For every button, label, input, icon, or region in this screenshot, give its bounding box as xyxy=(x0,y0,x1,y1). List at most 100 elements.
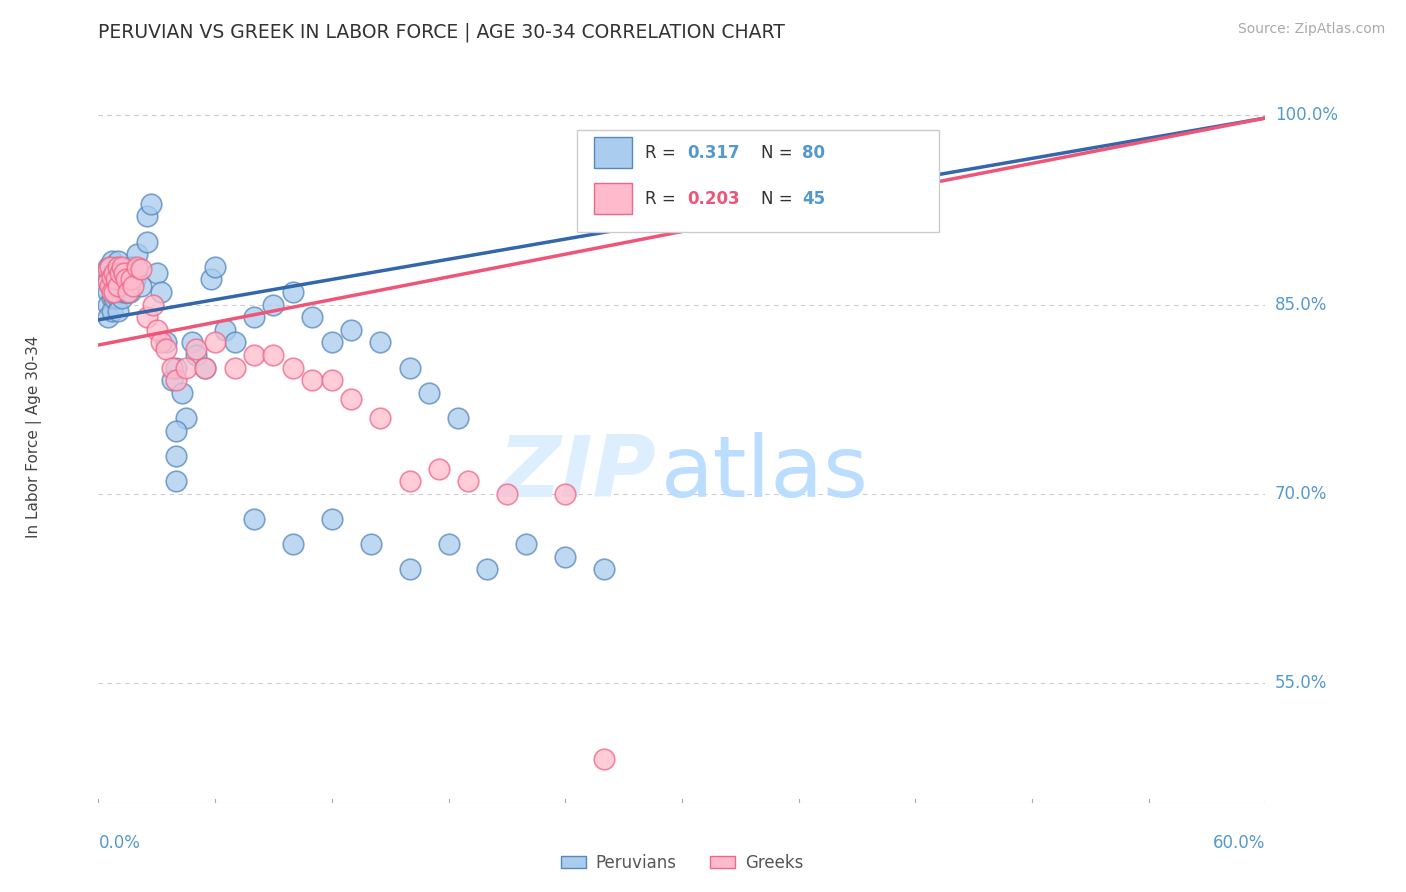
Point xyxy=(98,278,121,293)
Text: R =: R = xyxy=(644,144,681,161)
Point xyxy=(122,260,145,274)
Point xyxy=(114,285,136,299)
Point xyxy=(97,310,120,325)
Point xyxy=(593,562,616,576)
Text: R =: R = xyxy=(644,190,681,208)
Point xyxy=(174,411,197,425)
Point xyxy=(149,285,172,299)
Point xyxy=(127,262,149,277)
Point xyxy=(180,335,202,350)
Point xyxy=(204,335,226,350)
Point xyxy=(165,474,187,488)
Point xyxy=(97,272,120,286)
Point xyxy=(112,266,135,280)
Point xyxy=(117,285,139,299)
Point xyxy=(117,285,139,299)
Point xyxy=(103,266,125,280)
Point xyxy=(301,373,323,387)
Point xyxy=(155,342,177,356)
Point xyxy=(107,291,129,305)
Text: 60.0%: 60.0% xyxy=(1213,834,1265,853)
Point xyxy=(127,247,149,261)
Point xyxy=(112,285,135,299)
Point xyxy=(121,272,143,286)
Point xyxy=(104,260,127,274)
Point xyxy=(457,474,479,488)
Point xyxy=(108,272,131,286)
Point xyxy=(398,474,420,488)
Point xyxy=(224,360,246,375)
Point xyxy=(97,275,120,289)
Point xyxy=(281,537,304,551)
Point xyxy=(107,278,129,293)
Point xyxy=(114,272,136,286)
Point xyxy=(108,285,131,299)
Legend: Peruvians, Greeks: Peruvians, Greeks xyxy=(554,847,810,879)
Point xyxy=(107,278,129,293)
Point xyxy=(398,562,420,576)
Point xyxy=(281,360,304,375)
Point xyxy=(101,285,124,299)
Text: ZIP: ZIP xyxy=(499,432,657,516)
Text: In Labor Force | Age 30-34: In Labor Force | Age 30-34 xyxy=(27,335,42,539)
Point xyxy=(184,342,207,356)
Text: 85.0%: 85.0% xyxy=(1275,295,1327,314)
Text: 100.0%: 100.0% xyxy=(1275,106,1339,125)
Point xyxy=(108,266,131,280)
Point xyxy=(97,260,120,274)
Point xyxy=(170,386,193,401)
Point xyxy=(118,260,141,274)
Point xyxy=(111,266,134,280)
Point xyxy=(142,298,165,312)
Point xyxy=(447,411,470,425)
Point xyxy=(184,348,207,362)
Point xyxy=(437,537,460,551)
Point xyxy=(360,537,382,551)
Text: 0.0%: 0.0% xyxy=(98,834,141,853)
Point xyxy=(243,310,266,325)
Point xyxy=(340,323,363,337)
Point xyxy=(281,285,304,299)
Point xyxy=(214,323,236,337)
Point xyxy=(107,266,129,280)
Point xyxy=(418,386,440,401)
Point xyxy=(194,360,217,375)
Point xyxy=(139,196,162,211)
Point xyxy=(111,278,134,293)
Point xyxy=(149,335,172,350)
Point xyxy=(496,487,519,501)
Point xyxy=(554,549,576,564)
Point xyxy=(262,348,284,362)
Point xyxy=(155,335,177,350)
Point xyxy=(104,272,127,286)
Text: N =: N = xyxy=(761,144,799,161)
Point xyxy=(165,424,187,438)
Point xyxy=(224,335,246,350)
Point xyxy=(162,373,184,387)
Text: Source: ZipAtlas.com: Source: ZipAtlas.com xyxy=(1237,22,1385,37)
Point xyxy=(477,562,499,576)
Point xyxy=(97,298,120,312)
Point xyxy=(129,262,152,277)
Point xyxy=(427,461,450,475)
Point xyxy=(593,752,616,766)
Text: atlas: atlas xyxy=(661,432,869,516)
Point xyxy=(340,392,363,407)
Point xyxy=(162,360,184,375)
Text: 0.317: 0.317 xyxy=(688,144,741,161)
Point xyxy=(262,298,284,312)
Point xyxy=(117,272,139,286)
Point xyxy=(122,278,145,293)
Point xyxy=(101,304,124,318)
Point xyxy=(243,348,266,362)
Point xyxy=(398,360,420,375)
Point xyxy=(101,253,124,268)
Point xyxy=(204,260,226,274)
Point xyxy=(101,291,124,305)
Point xyxy=(165,373,187,387)
FancyBboxPatch shape xyxy=(595,183,631,214)
Point xyxy=(101,269,124,284)
Point xyxy=(136,235,159,249)
Point xyxy=(112,272,135,286)
Text: 80: 80 xyxy=(801,144,825,161)
